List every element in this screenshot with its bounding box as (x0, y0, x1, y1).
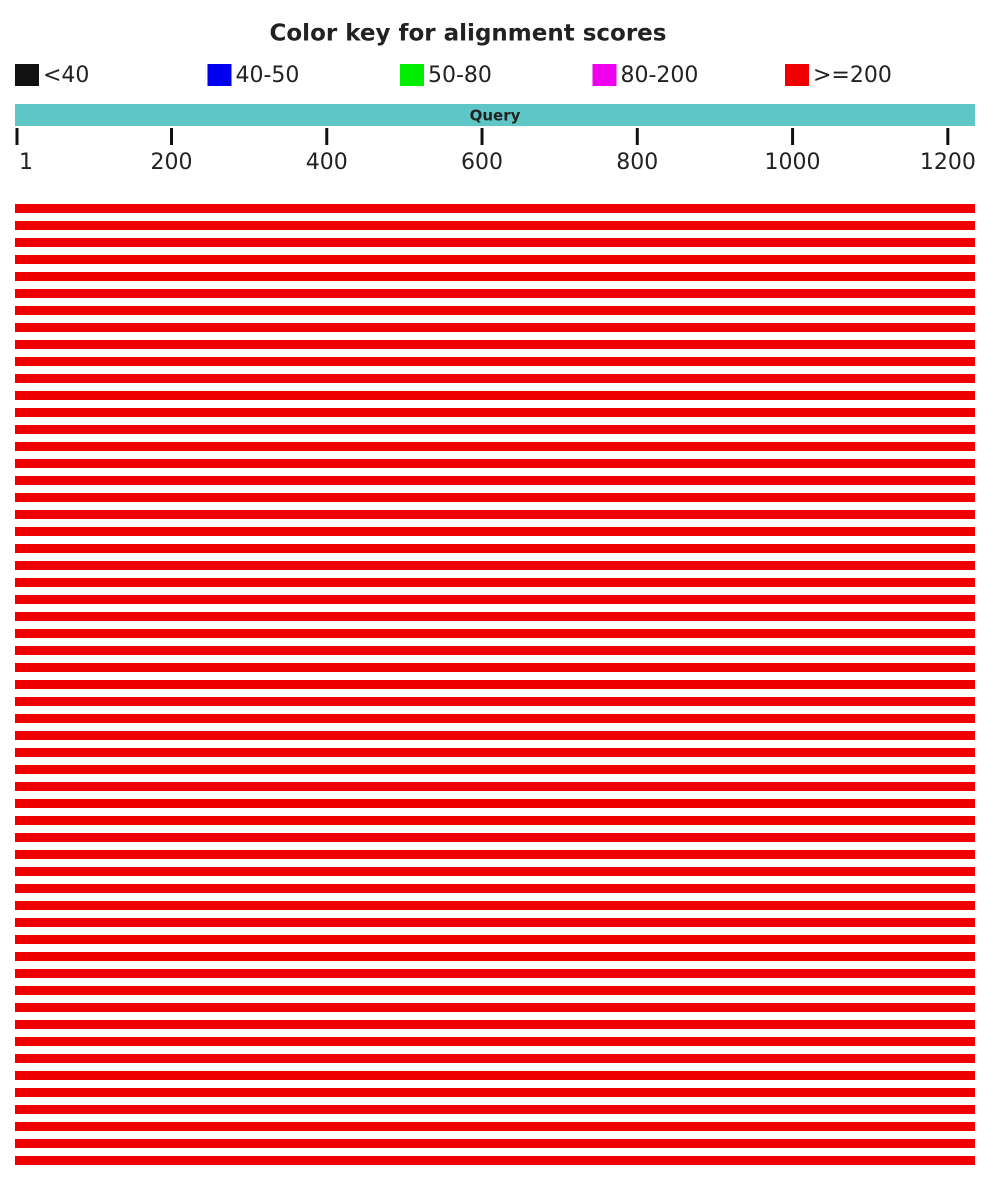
hit-bar (15, 884, 975, 893)
hit-bar (15, 1156, 975, 1165)
hit-bar (15, 1054, 975, 1063)
title: Color key for alignment scores (270, 21, 667, 47)
hit-bar (15, 1105, 975, 1114)
hit-bar (15, 969, 975, 978)
hit-bar (15, 289, 975, 298)
hit-bar (15, 306, 975, 315)
hit-bar (15, 1122, 975, 1131)
hit-bar (15, 255, 975, 264)
hit-bar (15, 697, 975, 706)
hit-bar (15, 748, 975, 757)
tick-label: 600 (461, 150, 503, 175)
hit-bar (15, 391, 975, 400)
hit-bar (15, 833, 975, 842)
hit-bar (15, 646, 975, 655)
hit-bar (15, 357, 975, 366)
hit-bar (15, 1003, 975, 1012)
hit-bar (15, 799, 975, 808)
hit-bar (15, 867, 975, 876)
hit-bar (15, 1037, 975, 1046)
hit-bar (15, 442, 975, 451)
hit-bar (15, 731, 975, 740)
query-bar (15, 104, 975, 126)
hit-bar (15, 561, 975, 570)
hit-bar (15, 578, 975, 587)
tick-label: 200 (150, 150, 192, 175)
hit-bar (15, 476, 975, 485)
hit-bar (15, 629, 975, 638)
tick-label: 1200 (920, 150, 976, 175)
hit-bar (15, 1071, 975, 1080)
hit-bar (15, 510, 975, 519)
hit-bar (15, 901, 975, 910)
legend-label: 40-50 (236, 63, 300, 88)
legend-label: 50-80 (428, 63, 492, 88)
legend-label: >=200 (813, 63, 892, 88)
query-label: Query (470, 107, 521, 125)
hit-bar (15, 680, 975, 689)
hit-bar (15, 238, 975, 247)
hit-bar (15, 1139, 975, 1148)
tick-label: 400 (306, 150, 348, 175)
hit-bar (15, 595, 975, 604)
hit-bar (15, 850, 975, 859)
hit-bar (15, 544, 975, 553)
hit-bar (15, 408, 975, 417)
legend-swatch (592, 64, 617, 86)
hit-bar (15, 714, 975, 723)
legend-swatch (207, 64, 232, 86)
hit-bar (15, 493, 975, 502)
legend-swatch (400, 64, 424, 86)
hit-bar (15, 527, 975, 536)
hit-bar (15, 425, 975, 434)
hit-bar (15, 782, 975, 791)
hit-bar (15, 952, 975, 961)
tick-label: 800 (616, 150, 658, 175)
hit-bar (15, 204, 975, 213)
legend-label: 80-200 (621, 63, 699, 88)
tick-label: 1 (19, 150, 33, 175)
legend-swatch (785, 64, 809, 86)
hit-bar (15, 221, 975, 230)
hit-bar (15, 374, 975, 383)
hit-bar (15, 935, 975, 944)
hit-bar (15, 1020, 975, 1029)
hit-bar (15, 816, 975, 825)
hit-bar (15, 986, 975, 995)
hit-bar (15, 765, 975, 774)
hit-bar (15, 663, 975, 672)
legend-label: <40 (43, 63, 89, 88)
legend-swatch (15, 64, 39, 86)
hit-bar (15, 272, 975, 281)
hit-bar (15, 323, 975, 332)
tick-label: 1000 (765, 150, 821, 175)
hit-bar (15, 1088, 975, 1097)
hit-bar (15, 918, 975, 927)
hit-bar (15, 340, 975, 349)
hit-bar (15, 612, 975, 621)
hit-bar (15, 459, 975, 468)
